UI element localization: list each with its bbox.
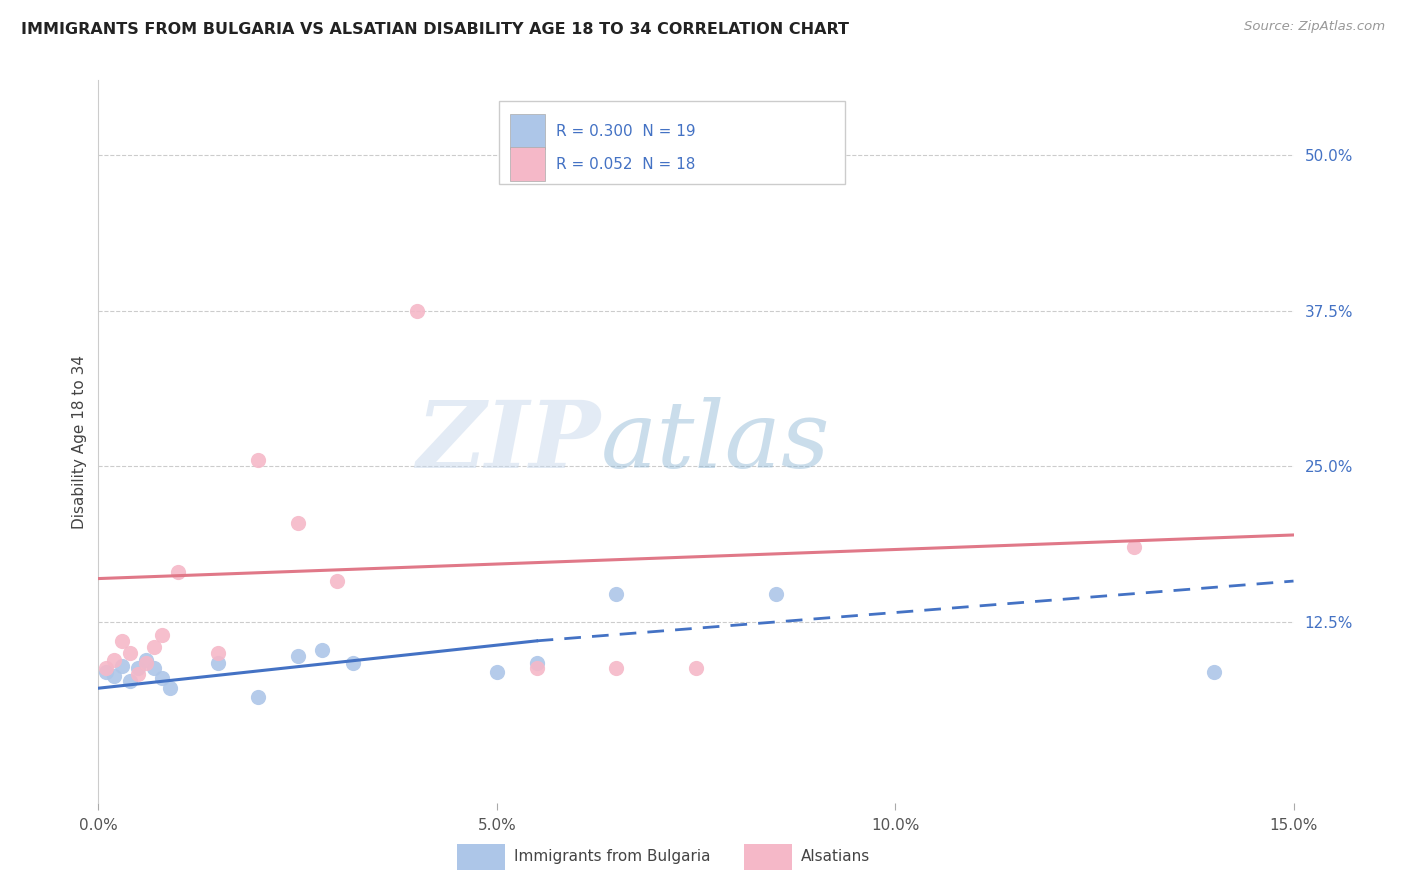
Point	[1123, 541, 1146, 555]
Point	[111, 658, 134, 673]
FancyBboxPatch shape	[457, 844, 505, 870]
Point	[207, 657, 229, 671]
Point	[96, 665, 118, 679]
Point	[150, 671, 173, 685]
Text: Alsatians: Alsatians	[801, 849, 870, 864]
Point	[406, 303, 429, 318]
Point	[103, 669, 125, 683]
Y-axis label: Disability Age 18 to 34: Disability Age 18 to 34	[72, 354, 87, 529]
Point	[127, 667, 149, 681]
Text: atlas: atlas	[600, 397, 830, 486]
Point	[120, 646, 142, 660]
Text: R = 0.300  N = 19: R = 0.300 N = 19	[557, 124, 696, 139]
FancyBboxPatch shape	[509, 114, 546, 149]
Point	[150, 627, 173, 641]
Point	[605, 586, 627, 600]
FancyBboxPatch shape	[509, 147, 546, 181]
Point	[96, 661, 118, 675]
Text: ZIP: ZIP	[416, 397, 600, 486]
FancyBboxPatch shape	[744, 844, 792, 870]
Point	[311, 642, 333, 657]
Point	[1202, 665, 1225, 679]
Point	[159, 681, 181, 696]
Point	[207, 646, 229, 660]
Point	[765, 586, 787, 600]
Point	[287, 648, 309, 663]
Point	[167, 566, 190, 580]
Point	[127, 661, 149, 675]
Point	[526, 661, 548, 675]
Point	[605, 661, 627, 675]
Point	[103, 652, 125, 666]
Text: R = 0.052  N = 18: R = 0.052 N = 18	[557, 157, 696, 171]
Point	[685, 661, 707, 675]
FancyBboxPatch shape	[499, 101, 845, 185]
Point	[246, 453, 269, 467]
Text: Source: ZipAtlas.com: Source: ZipAtlas.com	[1244, 20, 1385, 33]
Point	[526, 657, 548, 671]
Point	[143, 640, 166, 654]
Point	[246, 690, 269, 704]
Point	[143, 661, 166, 675]
Point	[326, 574, 349, 588]
Point	[342, 657, 364, 671]
Point	[485, 665, 508, 679]
Text: Immigrants from Bulgaria: Immigrants from Bulgaria	[515, 849, 711, 864]
Text: IMMIGRANTS FROM BULGARIA VS ALSATIAN DISABILITY AGE 18 TO 34 CORRELATION CHART: IMMIGRANTS FROM BULGARIA VS ALSATIAN DIS…	[21, 22, 849, 37]
Point	[287, 516, 309, 530]
Point	[120, 673, 142, 688]
Point	[135, 652, 157, 666]
Point	[111, 633, 134, 648]
Point	[135, 657, 157, 671]
